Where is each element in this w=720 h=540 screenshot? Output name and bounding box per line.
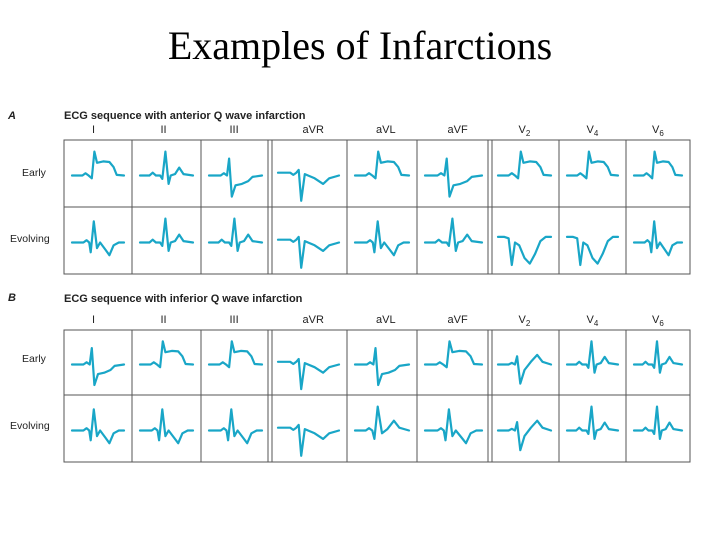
ecg-trace (355, 407, 409, 439)
lead-label: V6 (652, 124, 664, 138)
ecg-trace (140, 409, 193, 443)
lead-label: I (92, 124, 95, 136)
ecg-trace (498, 355, 551, 384)
ecg-trace (567, 237, 618, 265)
row-label: Early (22, 167, 47, 179)
panel-title: ECG sequence with anterior Q wave infarc… (64, 110, 306, 122)
ecg-trace (72, 221, 124, 255)
ecg-trace (278, 359, 339, 389)
ecg-trace (634, 152, 682, 179)
ecg-trace (278, 237, 339, 268)
lead-label: aVR (303, 314, 324, 326)
ecg-trace (425, 409, 482, 443)
ecg-trace (498, 237, 551, 265)
ecg-trace (425, 159, 482, 197)
lead-label: V2 (519, 314, 531, 328)
lead-label: aVF (448, 124, 468, 136)
ecg-trace (209, 341, 262, 367)
lead-label: III (230, 314, 239, 326)
row-label: Evolving (10, 233, 50, 245)
lead-label: aVF (448, 314, 468, 326)
ecg-trace (278, 425, 339, 456)
row-label: Evolving (10, 420, 50, 432)
lead-label: aVL (376, 124, 396, 136)
lead-label: V4 (587, 124, 599, 138)
ecg-trace (72, 152, 124, 179)
ecg-trace (140, 341, 193, 367)
ecg-trace (355, 348, 409, 385)
panel-title: ECG sequence with inferior Q wave infarc… (64, 293, 303, 305)
ecg-trace (355, 152, 409, 179)
lead-label: V4 (587, 314, 599, 328)
ecg-trace (567, 407, 618, 439)
lead-label: I (92, 314, 95, 326)
lead-label: II (161, 314, 167, 326)
ecg-trace (634, 407, 682, 439)
ecg-trace (498, 152, 551, 179)
lead-label: II (161, 124, 167, 136)
lead-label: III (230, 124, 239, 136)
lead-label: V2 (519, 124, 531, 138)
ecg-trace (634, 221, 682, 255)
lead-label: aVR (303, 124, 324, 136)
panel-letter: B (8, 292, 16, 304)
ecg-trace (567, 152, 618, 179)
ecg-trace (72, 409, 124, 443)
ecg-trace (209, 219, 262, 251)
ecg-trace (498, 421, 551, 451)
ecg-trace (209, 409, 262, 443)
row-label: Early (22, 353, 47, 365)
ecg-trace (567, 341, 618, 372)
ecg-trace (140, 152, 193, 184)
ecg-trace (209, 159, 262, 197)
ecg-panel-a: A ECG sequence with anterior Q wave infar… (7, 110, 690, 274)
ecg-trace (425, 219, 482, 251)
ecg-trace (72, 348, 124, 385)
lead-grid (64, 330, 690, 462)
ecg-trace (425, 341, 482, 367)
lead-label: aVL (376, 314, 396, 326)
ecg-panel-b: B ECG sequence with inferior Q wave infar… (8, 292, 690, 462)
ecg-trace (355, 221, 409, 255)
panel-letter: A (7, 110, 16, 122)
lead-label: V6 (652, 314, 664, 328)
ecg-trace (278, 170, 339, 201)
ecg-trace (634, 341, 682, 372)
ecg-trace (140, 219, 193, 251)
